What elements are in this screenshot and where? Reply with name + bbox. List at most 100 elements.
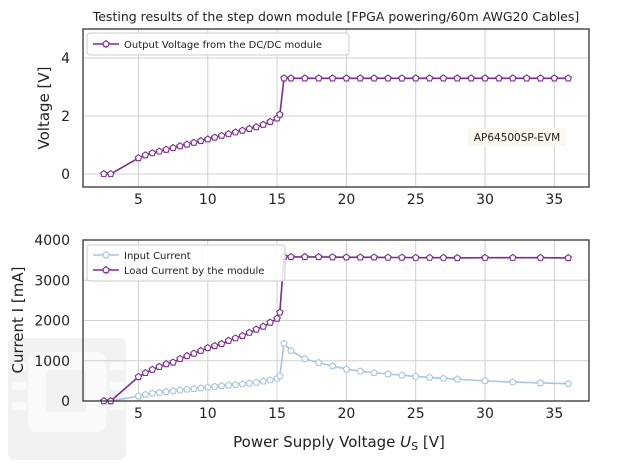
top-data-point: [231, 128, 240, 136]
bottom-data-point: [183, 351, 191, 360]
legend-marker: [102, 266, 110, 274]
bottom-data-point: [564, 379, 572, 387]
top-series-marks: [100, 74, 572, 178]
bottom-data-point: [398, 253, 406, 261]
bottom-data-point: [197, 384, 205, 392]
top-data-point: [238, 126, 247, 134]
top-legend-swatch: [93, 40, 119, 48]
bottom-data-point: [224, 381, 233, 389]
top-data-point: [197, 136, 205, 145]
bottom-data-point: [276, 308, 284, 316]
top-data-point: [301, 74, 309, 82]
bottom-data-point: [342, 253, 351, 261]
bottom-data-point: [259, 377, 268, 385]
top-data-point: [245, 124, 254, 132]
bottom-data-point: [134, 372, 143, 381]
bottom-series-marks: [100, 252, 572, 405]
bottom-legend: Input Current Load Current by the module: [86, 244, 286, 282]
top-data-point: [536, 74, 545, 82]
bottom-data-point: [328, 361, 337, 370]
bottom-data-point: [425, 253, 434, 261]
bottom-legend-label-load-current: Load Current by the module: [124, 266, 264, 277]
top-data-point: [169, 143, 177, 152]
top-data-point: [398, 74, 406, 82]
bottom-data-point: [287, 252, 295, 261]
bottom-data-point: [314, 358, 323, 366]
top-legend-label-output-voltage: Output Voltage from the DC/DC module: [124, 40, 322, 51]
bottom-data-point: [162, 359, 170, 368]
bottom-data-point: [411, 253, 420, 261]
top-x-tick-label: 35: [545, 192, 563, 208]
bottom-data-point: [259, 322, 268, 330]
bottom-data-point: [238, 380, 247, 388]
bottom-data-point: [384, 253, 392, 261]
bottom-data-point: [301, 252, 309, 261]
bottom-data-point: [481, 253, 489, 261]
top-x-tick-label: 15: [268, 192, 286, 208]
top-data-point: [550, 74, 559, 82]
bottom-legend-swatch-input-current: [93, 251, 119, 259]
bottom-data-point: [536, 378, 545, 387]
bottom-data-point: [203, 383, 212, 391]
top-data-point: [314, 74, 323, 82]
top-series-line-0: [103, 77, 569, 175]
top-data-point: [287, 74, 295, 82]
top-data-point: [203, 135, 212, 143]
bottom-data-point: [252, 378, 261, 386]
bottom-data-point: [301, 354, 309, 362]
top-data-point: [342, 74, 351, 82]
bottom-data-point: [197, 346, 205, 354]
top-data-point: [183, 140, 191, 148]
bottom-x-tick-label: 5: [134, 406, 143, 422]
top-data-point: [252, 123, 261, 131]
bottom-data-point: [176, 354, 184, 362]
bottom-data-point: [439, 253, 448, 261]
bottom-data-point: [148, 365, 157, 373]
bottom-data-point: [481, 376, 489, 385]
top-data-point: [134, 154, 143, 162]
top-data-point: [481, 74, 489, 82]
bottom-data-point: [439, 374, 448, 382]
top-data-point: [176, 142, 184, 150]
top-data-point: [190, 138, 198, 146]
bottom-data-point: [398, 371, 406, 379]
top-x-tick-label: 30: [476, 192, 494, 208]
top-data-point: [467, 74, 475, 82]
top-data-point: [141, 151, 150, 159]
bottom-legend-swatch-load-current: [93, 266, 119, 274]
bottom-data-point: [356, 367, 365, 375]
top-legend: Output Voltage from the DC/DC module: [86, 32, 350, 56]
bottom-y-tick-label: 0: [61, 394, 70, 410]
top-y-tick-label: 0: [61, 167, 70, 183]
bottom-y-tick-label: 3000: [34, 273, 70, 289]
bottom-data-point: [238, 331, 247, 340]
top-data-point: [356, 74, 365, 82]
top-annotation: AP64500SP-EVM: [468, 128, 566, 146]
bottom-data-point: [210, 341, 219, 350]
bottom-data-point: [148, 389, 157, 397]
bottom-x-tick-label: 35: [545, 406, 563, 422]
legend-marker: [102, 40, 110, 48]
bottom-data-point: [356, 253, 365, 261]
top-data-point: [508, 74, 517, 82]
top-data-point: [411, 74, 420, 82]
bottom-x-tick-label: 20: [337, 406, 355, 422]
bottom-data-point: [266, 318, 274, 326]
bottom-data-point: [162, 387, 170, 395]
bottom-data-point: [314, 252, 323, 261]
bottom-data-point: [245, 328, 254, 336]
top-y-tick-label: 2: [61, 109, 70, 125]
top-data-point: [495, 74, 503, 82]
bottom-legend-label-input-current: Input Current: [124, 251, 191, 262]
top-x-tick-label: 10: [199, 192, 217, 208]
top-data-point: [453, 74, 462, 82]
bottom-tick-labels: 5 10 15 20 25 30 35 0 1000 2000 3000 4000: [34, 233, 563, 422]
bottom-data-point: [176, 386, 184, 394]
bottom-y-tick-label: 4000: [34, 233, 70, 249]
bottom-x-tick-label: 25: [407, 406, 425, 422]
top-chart-title: Testing results of the step down module …: [92, 9, 580, 24]
bottom-data-point: [453, 375, 462, 383]
bottom-data-point: [328, 253, 337, 261]
bottom-data-point: [508, 253, 517, 261]
